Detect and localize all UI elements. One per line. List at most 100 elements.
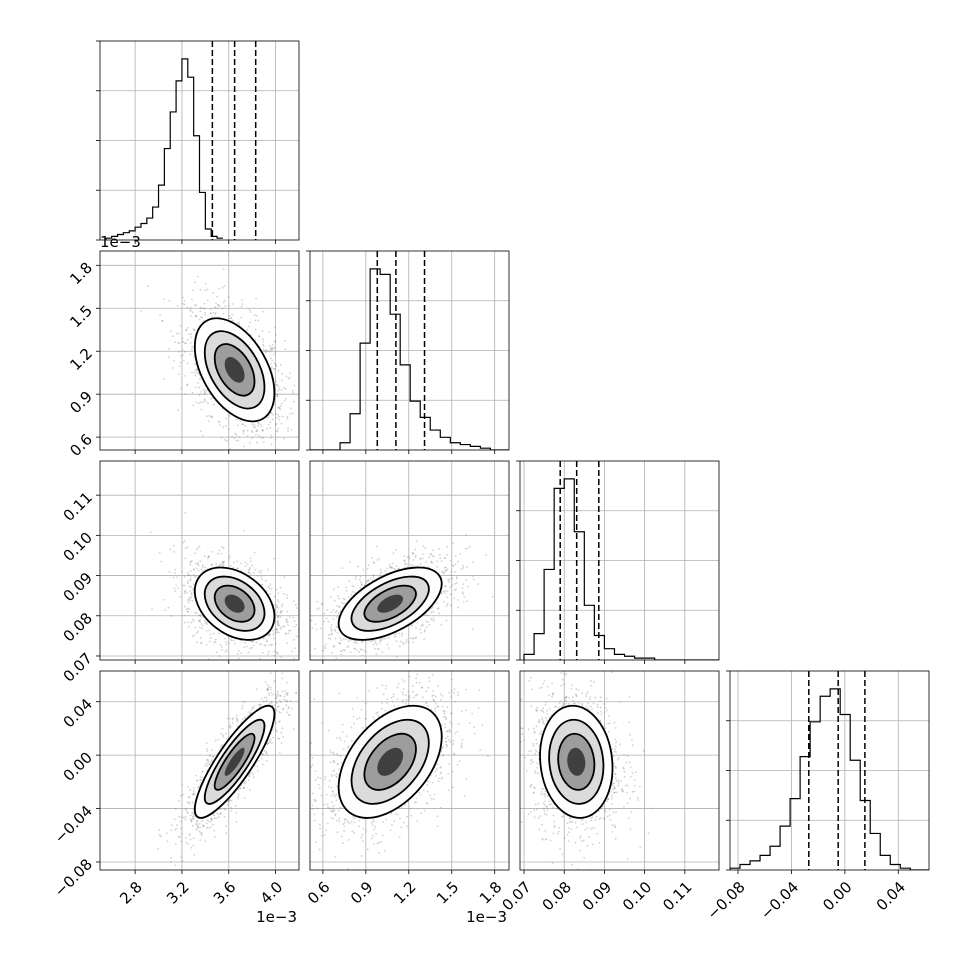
sample-point	[277, 607, 280, 609]
sample-point	[256, 770, 259, 772]
sample-point	[170, 615, 173, 617]
sample-point	[436, 607, 439, 610]
sample-point	[184, 393, 187, 396]
sample-point	[323, 620, 326, 623]
sample-point	[444, 569, 447, 572]
sample-point	[445, 619, 448, 622]
sample-point	[204, 282, 207, 285]
sample-point	[242, 663, 244, 665]
sample-point	[186, 607, 189, 610]
sample-point	[280, 611, 283, 613]
sample-point	[209, 633, 212, 636]
sample-point	[289, 412, 292, 415]
sample-point	[174, 568, 177, 571]
sample-point	[342, 602, 345, 605]
sample-point	[354, 640, 357, 643]
sample-point	[250, 709, 253, 712]
sample-point	[273, 347, 276, 350]
sample-point	[184, 351, 186, 353]
sample-point	[218, 549, 221, 552]
sample-point	[257, 319, 260, 322]
sample-point	[197, 402, 200, 405]
sample-point	[261, 757, 263, 760]
sample-point	[371, 557, 373, 559]
sample-point	[258, 705, 261, 708]
sample-point	[241, 299, 244, 301]
sample-point	[221, 546, 223, 549]
sample-point	[277, 624, 280, 627]
sample-point	[179, 595, 181, 598]
sample-point	[234, 642, 236, 645]
sample-point	[464, 547, 467, 550]
sample-point	[170, 829, 173, 832]
sample-point	[261, 651, 264, 654]
sample-point	[270, 349, 273, 352]
sample-point	[256, 441, 258, 444]
sample-point	[278, 751, 281, 754]
sample-point	[404, 566, 407, 569]
sample-point	[183, 299, 186, 302]
sample-point	[377, 557, 380, 560]
sample-point	[246, 429, 249, 432]
sample-point	[425, 620, 428, 623]
sample-point	[267, 688, 269, 691]
sample-point	[222, 736, 225, 738]
sample-point	[272, 728, 275, 731]
sample-point	[412, 552, 414, 555]
sample-point	[457, 599, 459, 601]
sample-point	[261, 697, 263, 700]
sample-point	[354, 575, 357, 578]
sample-point	[390, 566, 392, 569]
sample-point	[443, 572, 446, 575]
sample-point	[256, 314, 258, 317]
sample-point	[258, 335, 261, 338]
sample-point	[251, 431, 254, 434]
sample-point	[357, 565, 360, 568]
sample-point	[179, 827, 182, 830]
sample-point	[275, 423, 278, 426]
sample-point	[457, 560, 459, 563]
sample-point	[199, 626, 201, 629]
sample-point	[221, 307, 224, 310]
grid-lines	[100, 671, 299, 870]
sample-point	[164, 608, 167, 611]
sample-point	[199, 618, 202, 621]
sample-point	[265, 639, 268, 642]
sample-point	[212, 311, 215, 314]
sample-point	[248, 571, 250, 574]
y-tick-label: 1.2	[66, 344, 96, 374]
sample-point	[446, 596, 448, 599]
sample-point	[338, 605, 341, 608]
sample-point	[265, 351, 267, 354]
sample-point	[184, 589, 187, 592]
sample-point	[333, 628, 336, 631]
sample-point	[242, 423, 245, 426]
sample-point	[247, 571, 250, 574]
sample-point	[308, 424, 310, 426]
sample-point	[443, 600, 445, 603]
sample-point	[367, 580, 370, 582]
sample-point	[192, 634, 195, 637]
sample-point	[421, 557, 424, 560]
sample-point	[353, 642, 356, 644]
sample-point	[205, 742, 208, 744]
sample-point	[197, 382, 200, 384]
sample-point	[187, 601, 190, 604]
sample-point	[208, 452, 210, 454]
sample-point	[351, 585, 354, 588]
sample-point	[268, 702, 271, 705]
sample-point	[189, 560, 192, 563]
sample-point	[198, 386, 201, 389]
sample-point	[384, 570, 387, 572]
sample-point	[280, 667, 282, 669]
sample-point	[276, 652, 279, 654]
sample-point	[215, 302, 217, 305]
sample-point	[232, 639, 235, 642]
sample-point	[266, 589, 268, 592]
sample-point	[192, 404, 195, 407]
sample-point	[461, 587, 464, 590]
sample-point	[168, 571, 171, 573]
sample-point	[194, 304, 197, 306]
sample-point	[436, 560, 439, 563]
sample-point	[345, 638, 347, 641]
